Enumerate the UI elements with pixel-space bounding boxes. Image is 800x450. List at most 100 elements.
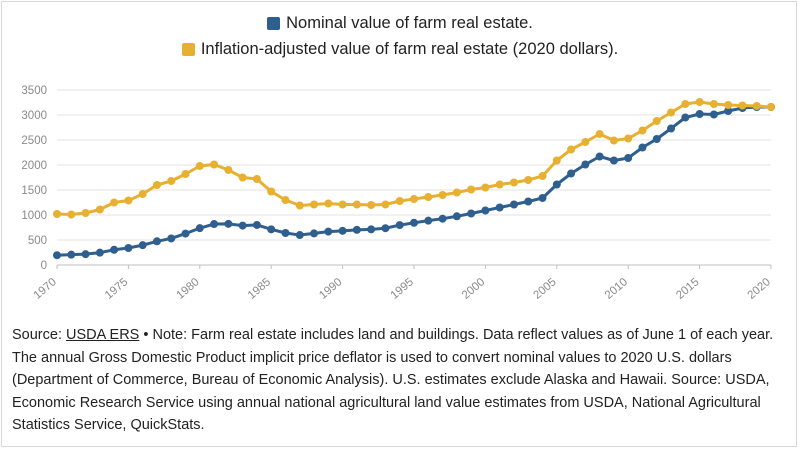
- data-point-nominal[interactable]: [310, 229, 319, 238]
- data-point-nominal[interactable]: [295, 231, 304, 240]
- data-point-nominal[interactable]: [595, 152, 604, 161]
- data-point-nominal[interactable]: [424, 216, 433, 225]
- data-point-real[interactable]: [709, 100, 718, 108]
- data-point-real[interactable]: [752, 102, 761, 110]
- data-point-nominal[interactable]: [467, 209, 476, 218]
- data-point-real[interactable]: [367, 201, 376, 209]
- data-point-real[interactable]: [509, 178, 518, 187]
- data-point-real[interactable]: [567, 145, 576, 154]
- data-point-nominal[interactable]: [238, 221, 247, 230]
- data-point-nominal[interactable]: [695, 110, 704, 118]
- data-point-real[interactable]: [452, 188, 461, 197]
- data-point-real[interactable]: [395, 197, 404, 205]
- data-point-real[interactable]: [595, 130, 604, 138]
- data-point-real[interactable]: [124, 196, 133, 205]
- data-point-real[interactable]: [495, 180, 504, 189]
- data-point-real[interactable]: [381, 200, 390, 209]
- data-point-real[interactable]: [195, 162, 204, 170]
- data-point-nominal[interactable]: [452, 212, 461, 221]
- data-point-real[interactable]: [67, 210, 76, 219]
- data-point-nominal[interactable]: [138, 241, 147, 250]
- data-point-real[interactable]: [624, 134, 633, 143]
- data-point-nominal[interactable]: [624, 154, 633, 162]
- data-point-nominal[interactable]: [53, 251, 61, 260]
- legend-item-nominal[interactable]: Nominal value of farm real estate.: [267, 10, 533, 36]
- data-point-real[interactable]: [424, 193, 433, 201]
- data-point-nominal[interactable]: [509, 200, 518, 209]
- data-point-real[interactable]: [638, 126, 647, 135]
- data-point-real[interactable]: [281, 196, 290, 204]
- data-point-nominal[interactable]: [352, 225, 361, 234]
- data-point-real[interactable]: [352, 200, 361, 209]
- data-point-real[interactable]: [695, 98, 704, 106]
- data-point-nominal[interactable]: [210, 220, 219, 229]
- data-point-nominal[interactable]: [681, 113, 690, 122]
- data-point-real[interactable]: [210, 160, 219, 169]
- data-point-nominal[interactable]: [267, 225, 276, 234]
- data-point-real[interactable]: [81, 209, 90, 217]
- legend-item-real[interactable]: Inflation-adjusted value of farm real es…: [181, 36, 618, 62]
- data-point-real[interactable]: [410, 195, 418, 203]
- data-point-nominal[interactable]: [281, 229, 290, 237]
- data-point-nominal[interactable]: [181, 229, 190, 238]
- data-point-real[interactable]: [295, 201, 304, 210]
- data-point-real[interactable]: [167, 177, 176, 185]
- data-point-nominal[interactable]: [381, 224, 390, 233]
- data-point-real[interactable]: [738, 101, 747, 110]
- source-link[interactable]: USDA ERS: [66, 327, 140, 343]
- data-point-nominal[interactable]: [152, 237, 161, 246]
- data-point-nominal[interactable]: [538, 194, 547, 202]
- data-point-real[interactable]: [238, 173, 247, 182]
- data-point-real[interactable]: [267, 187, 276, 196]
- data-point-real[interactable]: [581, 138, 590, 146]
- data-point-nominal[interactable]: [224, 219, 233, 228]
- data-point-real[interactable]: [667, 108, 676, 117]
- data-point-nominal[interactable]: [495, 203, 504, 212]
- data-point-nominal[interactable]: [609, 156, 618, 165]
- data-point-real[interactable]: [224, 166, 233, 174]
- data-point-real[interactable]: [609, 136, 618, 145]
- data-point-nominal[interactable]: [638, 143, 647, 152]
- data-point-nominal[interactable]: [95, 248, 104, 257]
- data-point-nominal[interactable]: [724, 107, 733, 115]
- data-point-real[interactable]: [538, 172, 547, 180]
- data-point-real[interactable]: [438, 191, 447, 199]
- data-point-real[interactable]: [110, 198, 119, 207]
- data-point-nominal[interactable]: [195, 224, 204, 233]
- data-point-real[interactable]: [481, 183, 490, 192]
- data-point-nominal[interactable]: [524, 197, 533, 206]
- data-point-real[interactable]: [152, 181, 161, 189]
- data-point-real[interactable]: [95, 205, 104, 214]
- data-point-nominal[interactable]: [438, 214, 447, 223]
- data-point-real[interactable]: [524, 176, 533, 184]
- data-point-real[interactable]: [252, 175, 261, 183]
- data-point-real[interactable]: [338, 200, 347, 209]
- data-point-nominal[interactable]: [110, 245, 119, 254]
- data-point-nominal[interactable]: [567, 169, 576, 178]
- data-point-nominal[interactable]: [67, 250, 76, 259]
- data-point-nominal[interactable]: [709, 110, 718, 119]
- data-point-nominal[interactable]: [124, 244, 133, 252]
- data-point-nominal[interactable]: [667, 124, 676, 133]
- data-point-nominal[interactable]: [81, 250, 90, 259]
- data-point-nominal[interactable]: [367, 225, 376, 234]
- data-point-real[interactable]: [53, 210, 61, 218]
- data-point-nominal[interactable]: [410, 218, 418, 227]
- data-point-real[interactable]: [652, 117, 661, 125]
- data-point-real[interactable]: [681, 100, 690, 108]
- data-point-nominal[interactable]: [252, 220, 261, 229]
- data-point-real[interactable]: [138, 190, 147, 198]
- data-point-nominal[interactable]: [338, 226, 347, 235]
- data-point-real[interactable]: [324, 199, 333, 208]
- data-point-nominal[interactable]: [552, 180, 561, 189]
- data-point-nominal[interactable]: [652, 135, 661, 143]
- data-point-real[interactable]: [767, 103, 775, 111]
- data-point-real[interactable]: [181, 170, 190, 178]
- data-point-real[interactable]: [552, 156, 561, 165]
- data-point-nominal[interactable]: [481, 206, 490, 215]
- data-point-real[interactable]: [467, 185, 476, 194]
- data-point-nominal[interactable]: [581, 160, 590, 169]
- data-point-real[interactable]: [724, 101, 733, 109]
- data-point-nominal[interactable]: [395, 221, 404, 230]
- data-point-nominal[interactable]: [167, 234, 176, 243]
